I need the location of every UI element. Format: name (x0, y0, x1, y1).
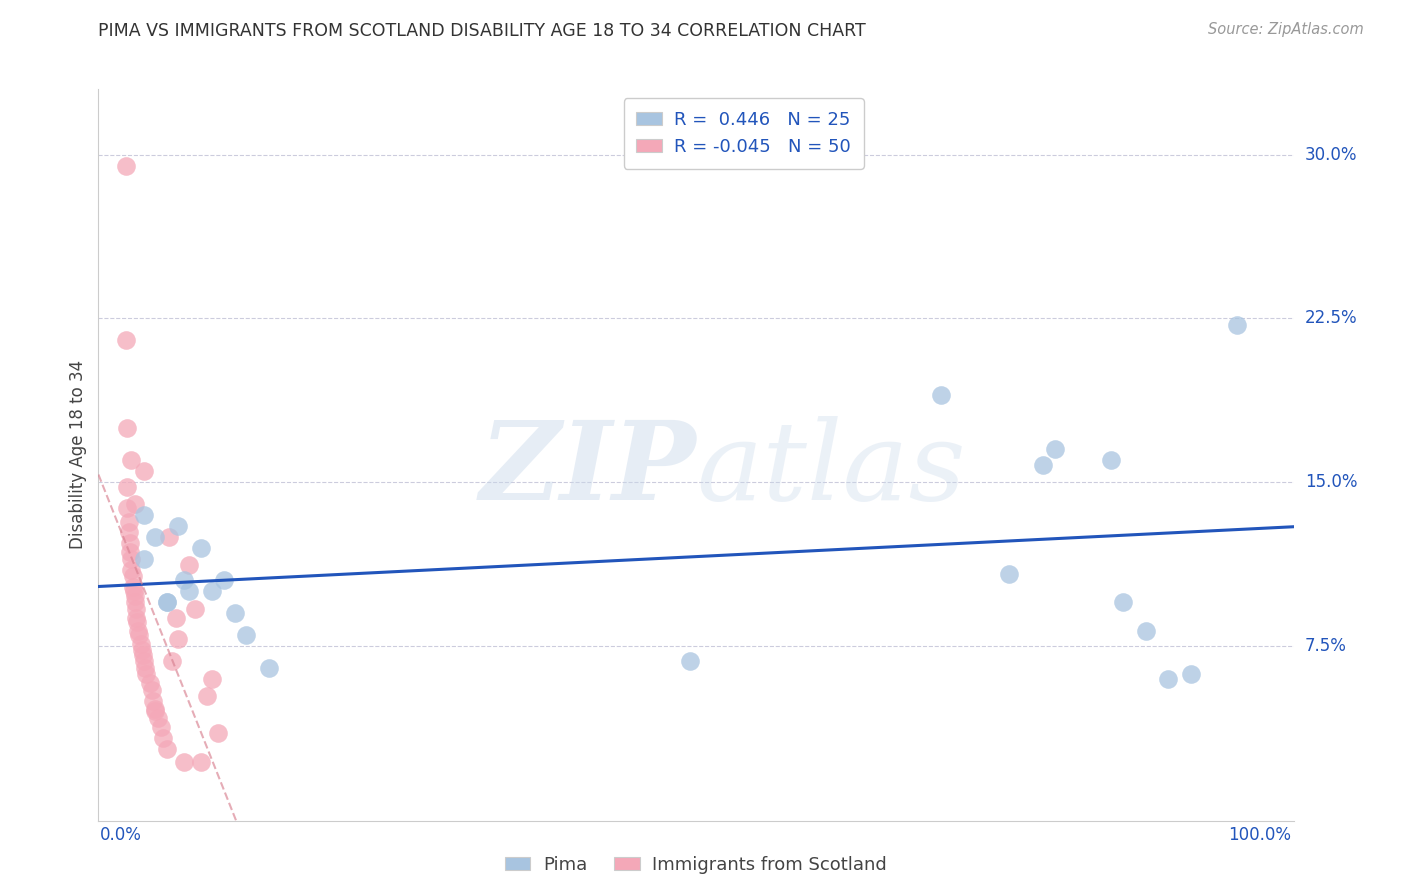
Point (195, 689, 218, 703)
Point (129, 637, 152, 651)
Point (190, 755, 212, 769)
Point (132, 464, 155, 478)
Point (143, 530, 166, 544)
Point (179, 558, 201, 573)
Point (257, 661, 280, 675)
Point (201, 584, 224, 599)
Point (224, 606, 246, 620)
Point (120, 551, 142, 566)
Point (143, 702, 166, 716)
Point (184, 602, 207, 616)
Point (1135, 624, 1157, 638)
Point (1180, 667, 1202, 681)
Point (173, 755, 195, 769)
Point (142, 693, 165, 707)
Point (143, 705, 166, 719)
Legend: Pima, Immigrants from Scotland: Pima, Immigrants from Scotland (498, 848, 894, 881)
Point (201, 672, 224, 686)
Text: 15.0%: 15.0% (1305, 474, 1357, 491)
Point (127, 615, 149, 629)
Point (162, 654, 184, 668)
Point (138, 676, 160, 690)
Text: Source: ZipAtlas.com: Source: ZipAtlas.com (1208, 22, 1364, 37)
Text: PIMA VS IMMIGRANTS FROM SCOTLAND DISABILITY AGE 18 TO 34 CORRELATION CHART: PIMA VS IMMIGRANTS FROM SCOTLAND DISABIL… (98, 22, 866, 40)
Point (124, 595, 146, 609)
Point (235, 628, 257, 642)
Point (1032, 458, 1054, 472)
Point (114, 159, 136, 173)
Point (190, 541, 212, 555)
Point (125, 602, 148, 616)
Point (114, 333, 136, 347)
Point (115, 501, 138, 516)
Point (150, 720, 173, 734)
Point (1112, 595, 1135, 609)
Point (121, 569, 143, 583)
Point (152, 731, 174, 745)
Point (128, 628, 150, 642)
Point (120, 536, 142, 550)
Point (124, 497, 146, 511)
Point (120, 453, 142, 467)
Point (134, 661, 156, 675)
Point (118, 515, 141, 529)
Point (179, 584, 201, 599)
Point (118, 525, 141, 540)
Point (998, 566, 1021, 581)
Point (131, 643, 153, 657)
Point (132, 508, 155, 522)
Text: 22.5%: 22.5% (1305, 310, 1357, 327)
Point (121, 580, 143, 594)
Text: 30.0%: 30.0% (1305, 145, 1357, 164)
Point (132, 551, 155, 566)
Point (124, 589, 146, 603)
Point (132, 654, 155, 668)
Text: ZIP: ZIP (479, 416, 696, 524)
Point (156, 595, 179, 609)
Point (173, 574, 195, 588)
Point (135, 667, 157, 681)
Point (929, 388, 952, 402)
Point (1226, 318, 1249, 332)
Point (167, 632, 190, 647)
Point (120, 563, 142, 577)
Point (120, 545, 142, 559)
Text: 7.5%: 7.5% (1305, 637, 1347, 655)
Point (141, 682, 163, 697)
Point (157, 530, 180, 544)
Point (1157, 672, 1180, 686)
Point (146, 711, 169, 725)
Text: atlas: atlas (696, 416, 966, 524)
Point (122, 584, 145, 599)
Point (1043, 442, 1066, 457)
Point (165, 610, 187, 624)
Point (125, 610, 148, 624)
Point (167, 519, 190, 533)
Point (156, 741, 179, 756)
Point (115, 420, 138, 434)
Point (1099, 453, 1122, 467)
Point (156, 595, 179, 609)
Point (127, 624, 149, 638)
Point (679, 654, 702, 668)
Point (115, 479, 138, 493)
Y-axis label: Disability Age 18 to 34: Disability Age 18 to 34 (69, 360, 87, 549)
Point (132, 648, 155, 662)
Point (207, 726, 229, 740)
Point (212, 574, 235, 588)
